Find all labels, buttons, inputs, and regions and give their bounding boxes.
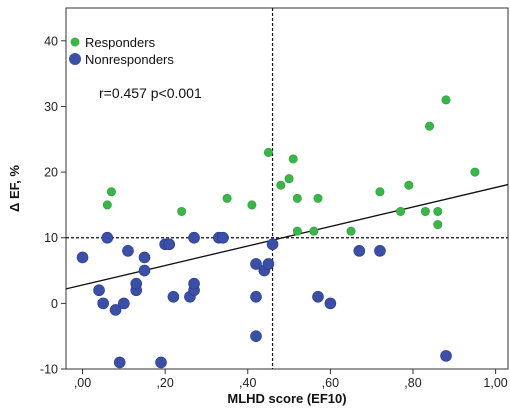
nonresponders-point [217,231,229,244]
y-tick-label: 20 [44,166,58,180]
correlation-annotation: r=0.457 p<0.001 [99,85,202,101]
responders-point [346,226,356,236]
nonresponders-point [312,290,324,303]
nonresponders-point [188,277,200,290]
data-points [76,95,480,369]
x-tick-label: 1,00 [483,376,507,390]
responders-point [441,95,451,105]
nonresponders-point [324,297,337,310]
nonresponders-point [97,297,109,310]
responders-point [404,180,414,190]
nonresponders-point [122,245,134,257]
y-tick-label: 0 [51,297,58,311]
y-tick-label: 30 [44,100,58,114]
plot-frame [65,7,509,370]
nonresponders-point [374,245,386,257]
nonresponders-point [167,290,180,303]
responders-point [425,121,435,131]
nonresponders-point [138,264,151,277]
responders-point [102,200,112,210]
responders-point [263,147,273,157]
x-axis: ,00 ,20 ,40 ,60 ,80 1,00 [74,369,508,390]
legend-label-nonresponders: Nonresponders [85,52,174,67]
responders-point [106,187,116,197]
responders-point [292,193,302,203]
nonresponders-point [93,284,105,297]
legend: Responders Nonresponders [69,35,174,67]
reference-lines [66,8,508,369]
y-tick-label: 10 [44,231,58,245]
nonresponders-point [155,356,167,369]
y-axis-title: Δ EF, % [7,165,22,212]
nonresponders-point [101,231,114,244]
y-tick-label: -10 [40,363,58,377]
legend-marker-nonresponders [69,53,81,65]
y-tick-label: 40 [44,34,58,48]
nonresponders-point [250,258,262,270]
responders-point [222,193,232,203]
responders-point [284,174,294,184]
nonresponders-point [109,304,122,316]
responders-point [433,206,443,216]
nonresponders-point [262,258,275,270]
responders-point [309,226,319,236]
x-axis-title: MLHD score (EF10) [227,391,346,406]
nonresponders-point [118,297,130,310]
y-axis: -10 0 10 20 30 40 [40,34,66,377]
responders-point [247,200,257,210]
responders-point [292,226,302,236]
x-tick-label: ,00 [74,376,91,390]
responders-point [375,187,385,197]
responders-point [276,180,286,190]
nonresponders-point [188,231,200,244]
nonresponders-point [138,251,151,264]
nonresponders-point [353,245,366,257]
x-tick-label: ,60 [322,376,339,390]
responders-point [433,220,443,230]
nonresponders-point [250,330,262,342]
legend-label-responders: Responders [85,35,156,50]
x-tick-label: ,80 [404,376,421,390]
nonresponders-point [130,277,143,290]
nonresponders-point [163,238,176,251]
nonresponders-point [266,238,279,251]
nonresponders-point [76,251,89,264]
responders-point [420,206,430,216]
legend-marker-responders [70,37,80,47]
responders-point [177,206,187,216]
nonresponders-point [113,356,126,369]
x-tick-label: ,40 [239,376,256,390]
responders-point [288,154,298,164]
responders-point [470,167,480,177]
nonresponders-point [250,290,262,303]
x-tick-label: ,20 [156,376,173,390]
plot-area [65,7,509,370]
responders-point [396,206,406,216]
nonresponders-point [440,350,452,362]
responders-point [313,193,323,203]
